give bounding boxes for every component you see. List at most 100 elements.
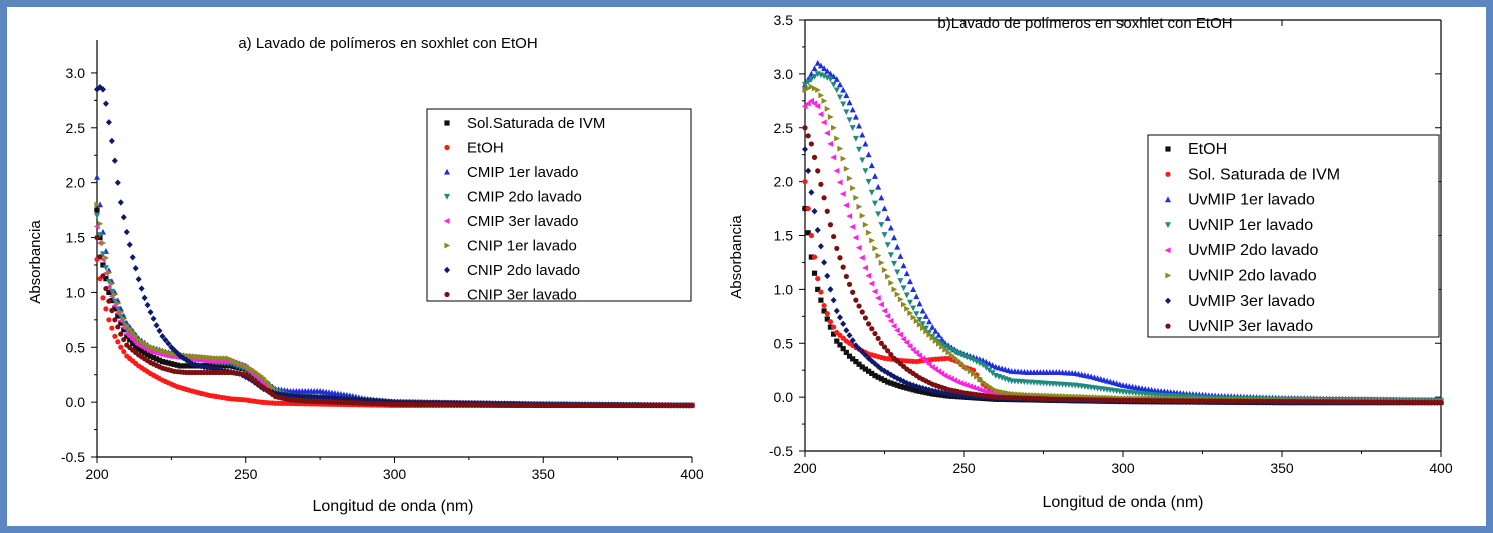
- chart-b-data-point: [834, 338, 840, 344]
- chart-a-legend-marker: [444, 168, 450, 175]
- chart-a-y-tick-label: 0.5: [66, 339, 86, 355]
- chart-b-data-point: [925, 361, 932, 368]
- chart-a-data-point: [136, 336, 142, 343]
- chart-b-data-point: [849, 223, 856, 230]
- chart-b-data-point: [875, 183, 882, 190]
- chart-a-legend-label: CMIP 1er lavado: [467, 164, 578, 181]
- chart-b-data-point: [824, 67, 831, 74]
- chart-b-data-point: [865, 151, 872, 158]
- chart-b-data-point: [868, 280, 875, 287]
- chart-b-y-tick-label: 1.5: [774, 228, 794, 244]
- chart-b-data-point: [935, 331, 942, 338]
- chart-b-legend-label: UvMIP 1er lavado: [1188, 192, 1315, 209]
- chart-a-data-point: [138, 285, 145, 292]
- chart-b-data-point: [900, 301, 907, 308]
- chart-a-data-point: [118, 344, 124, 350]
- chart-a-data-point: [97, 254, 103, 260]
- chart-a-data-point: [201, 354, 208, 361]
- chart-a-data-point: [142, 340, 148, 347]
- chart-b-data-point: [903, 339, 910, 346]
- chart-b-x-tick-label: 400: [1429, 460, 1453, 476]
- chart-b-data-point: [824, 272, 831, 280]
- chart-a-data-point: [255, 370, 261, 377]
- chart-a-data-point: [192, 353, 199, 360]
- chart-a-data-point: [246, 364, 252, 371]
- chart-a-data-point: [207, 354, 214, 361]
- chart-b-data-point: [945, 345, 952, 352]
- chart-b-x-tick-label: 250: [952, 460, 976, 476]
- chart-b-data-point: [932, 366, 938, 373]
- chart-b-data-point: [821, 65, 828, 72]
- chart-b-data-point: [801, 103, 808, 110]
- chart-b-data-point: [814, 226, 821, 234]
- chart-a-data-point: [129, 254, 136, 261]
- chart-a-data-point: [171, 361, 177, 368]
- chart-b-data-point: [894, 243, 901, 250]
- chart-b-data-point: [999, 388, 1006, 395]
- chart-b-data-point: [840, 101, 847, 108]
- chart-b-data-point: [849, 106, 856, 113]
- chart-a-x-tick-label: 300: [383, 466, 407, 482]
- chart-b-data-point: [894, 291, 901, 298]
- chart-a-data-point: [213, 355, 220, 362]
- chart-b-data-point: [894, 327, 900, 334]
- chart-b-data-point: [849, 337, 856, 344]
- chart-b-data-point: [808, 254, 814, 260]
- chart-b-data-point: [900, 285, 907, 292]
- chart-b-data-point: [920, 325, 926, 332]
- chart-a-data-point: [109, 298, 115, 304]
- chart-a-data-point: [121, 315, 127, 322]
- chart-a-data-point: [159, 347, 166, 354]
- chart-b-data-point: [831, 233, 837, 240]
- chart-a-y-tick-label: 0.0: [66, 394, 86, 410]
- chart-a-data-point: [94, 173, 100, 180]
- chart-b-data-point: [818, 297, 824, 303]
- chart-b-data-point: [802, 179, 808, 185]
- chart-b-data-point: [976, 360, 983, 367]
- chart-b-data-point: [868, 189, 875, 196]
- chart-b-data-point: [843, 92, 850, 99]
- chart-a-y-tick-label: 2.5: [66, 120, 86, 136]
- chart-a-data-point: [112, 306, 118, 312]
- chart-b-data-point: [868, 162, 875, 169]
- chart-b-data-point: [836, 314, 843, 321]
- chart-b-data-point: [871, 173, 878, 179]
- chart-b-data-point: [929, 323, 936, 330]
- chart-b-data-point: [852, 135, 859, 142]
- chart-b-data-point: [887, 317, 894, 324]
- chart-b-data-point: [900, 384, 907, 390]
- chart-b-data-point: [808, 141, 814, 147]
- chart-a-data-point: [97, 220, 104, 227]
- chart-b-data-point: [941, 343, 948, 350]
- chart-a-data-point: [156, 357, 163, 363]
- chart-b-data-point: [815, 276, 821, 282]
- chart-a-legend-label: CNIP 3er lavado: [467, 287, 577, 304]
- chart-b-y-tick-label: -0.5: [769, 443, 793, 459]
- chart-a-y-tick-label: -0.5: [61, 449, 85, 465]
- chart-b-data-point: [831, 331, 837, 337]
- chart-a-data-point: [126, 241, 133, 248]
- chart-b-data-point: [913, 293, 920, 300]
- chart-a-data-point: [150, 345, 157, 352]
- chart-b-data-point: [805, 79, 812, 86]
- chart-b-data-point: [856, 303, 862, 309]
- chart-b-data-point: [827, 70, 834, 77]
- chart-b-data-point: [824, 130, 830, 137]
- chart-b-data-point: [837, 145, 844, 152]
- chart-a-data-point: [159, 333, 166, 340]
- chart-b-data-point: [926, 390, 932, 396]
- chart-b-data-point: [906, 299, 913, 306]
- chart-a-data-point: [130, 329, 136, 336]
- chart-b-data-point: [945, 349, 952, 356]
- chart-b-data-point: [907, 310, 914, 317]
- chart-a-data-point: [130, 341, 136, 347]
- chart-a-data-point: [150, 315, 157, 322]
- chart-b-data-point: [948, 352, 955, 359]
- chart-a-data-point: [108, 137, 115, 145]
- chart-a-data-point: [94, 201, 101, 208]
- chart-b-data-point: [814, 103, 821, 110]
- chart-b-data-point: [869, 326, 875, 332]
- chart-b-data-point: [862, 366, 869, 372]
- chart-b-data-point: [866, 321, 872, 327]
- chart-b-data-point: [885, 273, 891, 280]
